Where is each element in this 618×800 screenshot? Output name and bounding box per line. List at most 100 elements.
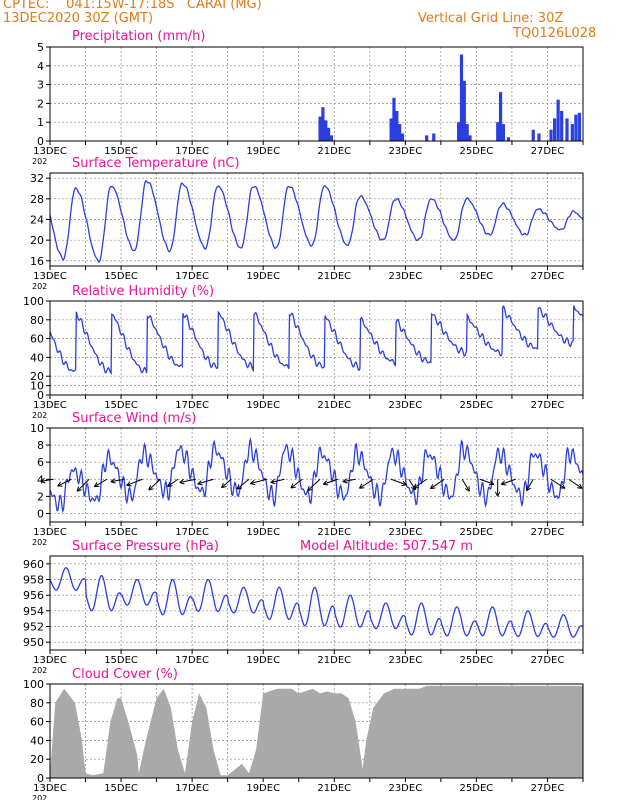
x-tick-label: 23DEC: [388, 146, 422, 157]
precip-bar: [552, 118, 557, 141]
precip-bar: [395, 110, 399, 141]
x-tick-label: 23DEC: [388, 271, 422, 282]
precip-bar: [321, 107, 325, 141]
wind-arrow-head: [488, 480, 495, 486]
y-tick-label: 28: [30, 193, 44, 206]
precip-bar: [565, 118, 569, 141]
y-tick-label: 3: [37, 79, 44, 92]
wind-arrow-head: [560, 483, 566, 489]
x-tick-label: 21DEC: [317, 655, 351, 666]
y-tick-label: 2: [37, 490, 44, 503]
x-tick-label: 15DEC: [104, 271, 138, 282]
header-init-time: 13DEC2020 30Z (GMT): [3, 11, 154, 26]
chart-title: Cloud Cover (%): [72, 667, 178, 682]
wind-arrow-head: [358, 483, 365, 489]
x-tick-label: 13DEC: [33, 146, 67, 157]
wind-arrow-head: [197, 480, 203, 486]
wind-arrow-head: [494, 491, 501, 497]
y-tick-label: 40: [30, 734, 44, 747]
wind-direction-arrow: [40, 478, 54, 482]
wind-direction-arrow: [110, 478, 125, 483]
y-tick-label: 60: [30, 333, 44, 346]
wind-direction-arrow: [57, 478, 72, 487]
precip-bar: [570, 124, 574, 141]
wind-direction-arrow: [250, 478, 267, 485]
wind-direction-arrow: [307, 478, 321, 492]
plot-frame: [49, 427, 584, 523]
y-tick-label: 0: [37, 507, 44, 520]
precip-bar: [459, 54, 464, 141]
x-tick-label: 27DEC: [531, 271, 565, 282]
precip-bar: [398, 124, 402, 141]
x-tick-label: 15DEC: [104, 400, 138, 411]
x-tick-label: 13DEC: [33, 400, 67, 411]
y-tick-label: 4: [37, 473, 44, 486]
x-tick-label: 15DEC: [104, 146, 138, 157]
x-tick-label: 19DEC: [246, 400, 280, 411]
x-tick-label: 21DEC: [317, 146, 351, 157]
x-tick-label: 21DEC: [317, 400, 351, 411]
plot-frame: [49, 300, 584, 396]
wind-direction-arrow: [461, 479, 470, 492]
x-tick-label: 23DEC: [388, 400, 422, 411]
x-tick-label: 17DEC: [175, 527, 209, 538]
precip-bar: [574, 114, 578, 141]
x-tick-label: 15DEC: [104, 655, 138, 666]
chart-annotation: Model Altitude: 507.547 m: [300, 539, 473, 554]
y-tick-label: 80: [30, 314, 44, 327]
x-tick-label: 23DEC: [388, 783, 422, 794]
wind-speed-line: [49, 436, 584, 514]
wind-direction-arrow: [167, 478, 179, 487]
x-tick-label: 15DEC: [104, 783, 138, 794]
cloud-cover-area: [50, 685, 583, 778]
x-tick-label: 25DEC: [460, 271, 494, 282]
wind-direction-arrow: [501, 478, 516, 485]
precip-bar: [389, 118, 393, 141]
wind-arrow-head: [500, 480, 507, 486]
wind-direction-arrow: [568, 478, 583, 489]
x-tick-label: 25DEC: [460, 655, 494, 666]
x-tick-label: 15DEC: [104, 527, 138, 538]
plot-frame: [49, 555, 584, 651]
x-tick-label: 23DEC: [388, 655, 422, 666]
x-tick-label: 21DEC: [317, 271, 351, 282]
x-year-label: 202: [32, 411, 47, 420]
x-year-label: 202: [32, 794, 47, 800]
y-tick-label: 40: [30, 351, 44, 364]
wind-direction-arrow: [526, 479, 534, 492]
header-model-code: TQ0126L028: [513, 26, 597, 41]
wind-arrow-head: [307, 485, 313, 492]
chart-title: Precipitation (mm/h): [72, 29, 205, 44]
x-tick-label: 13DEC: [33, 527, 67, 538]
x-tick-label: 19DEC: [246, 527, 280, 538]
wind-arrow-head: [179, 479, 185, 485]
wind-arrow-head: [413, 483, 419, 489]
y-tick-label: 2: [37, 97, 44, 110]
x-tick-label: 27DEC: [531, 655, 565, 666]
precip-bar: [556, 99, 560, 141]
y-tick-label: 100: [23, 678, 44, 691]
wind-direction-arrow: [342, 478, 356, 483]
wind-direction-arrow: [179, 478, 196, 484]
y-tick-label: 80: [30, 697, 44, 710]
x-year-label: 202: [32, 157, 47, 166]
wind-arrow-head: [126, 481, 132, 487]
y-tick-label: 0: [37, 389, 44, 402]
wind-arrow-head: [250, 479, 256, 486]
plot-frame: [49, 172, 584, 267]
wind-arrow-head: [93, 482, 100, 488]
wind-direction-arrow: [197, 478, 214, 485]
x-tick-label: 13DEC: [33, 783, 67, 794]
x-tick-label: 19DEC: [246, 271, 280, 282]
x-tick-label: 27DEC: [531, 146, 565, 157]
chart-title: Surface Temperature (nC): [72, 156, 240, 171]
x-year-label: 202: [32, 666, 47, 675]
x-tick-label: 23DEC: [388, 527, 422, 538]
x-tick-label: 17DEC: [175, 146, 209, 157]
wind-direction-arrow: [94, 478, 108, 488]
wind-direction-arrow: [430, 478, 445, 489]
precip-bar: [392, 97, 396, 141]
plot-frame: [49, 683, 584, 779]
y-tick-label: 5: [37, 41, 44, 54]
